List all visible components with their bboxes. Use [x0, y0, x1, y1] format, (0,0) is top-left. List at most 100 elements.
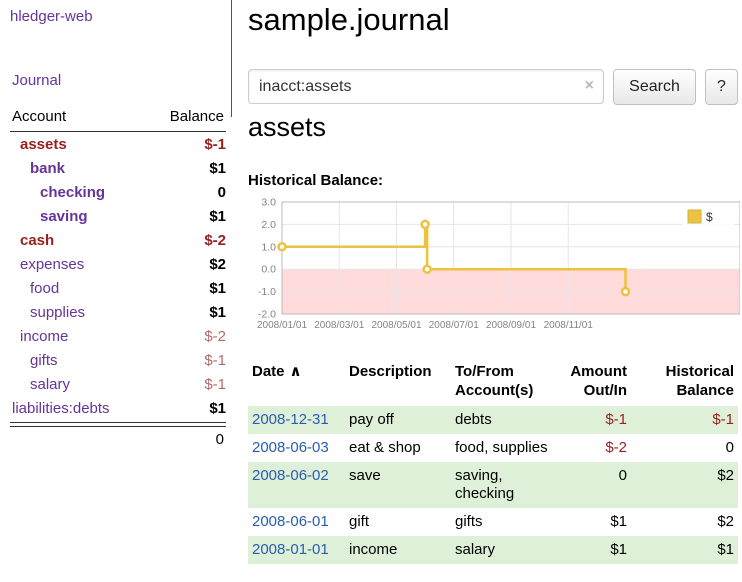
account-balance: $-1	[204, 375, 226, 393]
sidebar-account-bank: bank $1	[10, 156, 226, 180]
svg-text:2008/05/01: 2008/05/01	[371, 320, 421, 331]
account-link-gifts[interactable]: gifts	[30, 351, 58, 369]
account-balance: $-1	[204, 351, 226, 369]
transaction-balance: $-1	[631, 406, 738, 434]
transaction-balance: 0	[725, 439, 734, 456]
transaction-balance: $2	[631, 462, 738, 508]
transaction-accounts: gifts	[455, 513, 483, 530]
transaction-amount: $1	[555, 536, 631, 564]
app-brand-link[interactable]: hledger-web	[10, 8, 93, 25]
nav-journal-link[interactable]: Journal	[12, 72, 62, 89]
transaction-balance: $2	[717, 513, 734, 530]
svg-text:2008/01/01: 2008/01/01	[257, 320, 307, 331]
svg-text:2008/09/01: 2008/09/01	[486, 320, 536, 331]
sidebar-account-supplies: supplies $1	[10, 300, 226, 324]
transaction-description: gift	[349, 513, 370, 530]
register-row: 2008-01-01 income salary $1 $1	[248, 536, 738, 564]
help-button[interactable]: ?	[705, 69, 738, 105]
transaction-accounts: salary	[451, 536, 555, 564]
svg-text:2008/03/01: 2008/03/01	[314, 320, 364, 331]
transaction-amount: $-2	[605, 439, 627, 456]
search-box: ×	[248, 69, 604, 105]
account-link-food[interactable]: food	[30, 279, 60, 297]
search-input[interactable]	[248, 69, 604, 104]
register-row: 2008-06-01 gift gifts $1 $2	[248, 508, 738, 536]
search-button[interactable]: Search	[613, 69, 696, 105]
main-content: sample.journal × Search ? assets Histori…	[248, 0, 742, 582]
column-header-account: To/From Account(s)	[455, 363, 534, 399]
transaction-amount: 0	[555, 462, 631, 508]
svg-text:2008/07/01: 2008/07/01	[429, 320, 479, 331]
transaction-date-link[interactable]: 2008-12-31	[252, 411, 329, 428]
sidebar-account-assets: assets $-1	[10, 132, 226, 156]
column-header-balance: Historical Balance	[665, 363, 734, 399]
transaction-accounts: saving, checking	[451, 462, 555, 508]
sidebar-account-salary: salary $-1	[10, 372, 226, 396]
account-balance: $1	[209, 399, 226, 417]
svg-text:-2.0: -2.0	[258, 309, 276, 321]
register-row: 2008-06-03 eat & shop food, supplies $-2…	[248, 434, 738, 462]
transaction-amount: $-1	[555, 406, 631, 434]
account-link-assets[interactable]: assets	[20, 135, 67, 153]
sidebar-account-checking: checking 0	[10, 180, 226, 204]
column-header-date[interactable]: Date ∧	[248, 360, 345, 406]
search-bar: × Search ?	[248, 69, 742, 105]
accounts-header-balance: Balance	[169, 108, 224, 125]
account-balance: $1	[209, 279, 226, 297]
accounts-total: 0	[215, 431, 224, 448]
register-row: 2008-12-31 pay off debts $-1 $-1	[248, 406, 738, 434]
column-header-date-label: Date	[252, 363, 285, 380]
account-link-cash[interactable]: cash	[20, 231, 55, 249]
sidebar-account-saving: saving $1	[10, 204, 226, 228]
svg-text:-1.0: -1.0	[258, 286, 276, 298]
transaction-date-link[interactable]: 2008-06-03	[252, 439, 329, 456]
account-balance: $-2	[204, 231, 226, 249]
account-link-supplies[interactable]: supplies	[30, 303, 86, 321]
account-link-checking[interactable]: checking	[40, 183, 106, 201]
register-row: 2008-06-02 save saving, checking 0 $2	[248, 462, 738, 508]
account-link-expenses[interactable]: expenses	[20, 255, 85, 273]
transaction-description: income	[345, 536, 451, 564]
sort-ascending-icon: ∧	[289, 363, 302, 380]
transaction-date-link[interactable]: 2008-06-02	[252, 467, 329, 484]
transaction-amount: $1	[610, 513, 627, 530]
column-header-description: Description	[349, 363, 432, 380]
sidebar-divider	[231, 0, 232, 117]
svg-text:3.0: 3.0	[261, 197, 276, 209]
account-balance: $-2	[204, 327, 226, 345]
account-link-income[interactable]: income	[20, 327, 69, 345]
transaction-date-link[interactable]: 2008-06-01	[252, 513, 329, 530]
register-header-row: Date ∧ Description To/From Account(s) Amo…	[248, 360, 738, 406]
transaction-description: pay off	[345, 406, 451, 434]
svg-text:2.0: 2.0	[261, 219, 276, 231]
account-balance: $1	[209, 207, 226, 225]
account-link-bank[interactable]: bank	[30, 159, 66, 177]
register-table: Date ∧ Description To/From Account(s) Amo…	[248, 360, 738, 564]
transaction-accounts: debts	[451, 406, 555, 434]
account-balance: $1	[209, 159, 226, 177]
account-link-salary[interactable]: salary	[30, 375, 71, 393]
sidebar-account-food: food $1	[10, 276, 226, 300]
account-balance: $-1	[204, 135, 226, 153]
account-link-liabilities-debts[interactable]: liabilities:debts	[12, 399, 110, 417]
sidebar-account-liabilities-debts: liabilities:debts $1	[10, 396, 226, 420]
sidebar-account-cash: cash $-2	[10, 228, 226, 252]
transaction-description: eat & shop	[349, 439, 421, 456]
accounts-total-row: 0	[10, 427, 226, 452]
transaction-description: save	[345, 462, 451, 508]
svg-text:2008/11/01: 2008/11/01	[544, 320, 594, 331]
account-link-saving[interactable]: saving	[40, 207, 88, 225]
accounts-header-account: Account	[12, 108, 67, 125]
page-title: sample.journal	[248, 2, 450, 37]
account-heading: assets	[248, 112, 327, 142]
sidebar: hledger-web Journal Account Balance asse…	[0, 0, 232, 452]
clear-search-icon[interactable]: ×	[584, 77, 594, 94]
transaction-date-link[interactable]: 2008-01-01	[252, 541, 329, 558]
account-balance: $2	[209, 255, 226, 273]
svg-text:1.0: 1.0	[261, 241, 276, 253]
accounts-panel: Account Balance assets $-1 bank $1 check…	[10, 106, 226, 452]
sidebar-account-gifts: gifts $-1	[10, 348, 226, 372]
account-balance: $1	[209, 303, 226, 321]
account-balance: 0	[217, 183, 226, 201]
